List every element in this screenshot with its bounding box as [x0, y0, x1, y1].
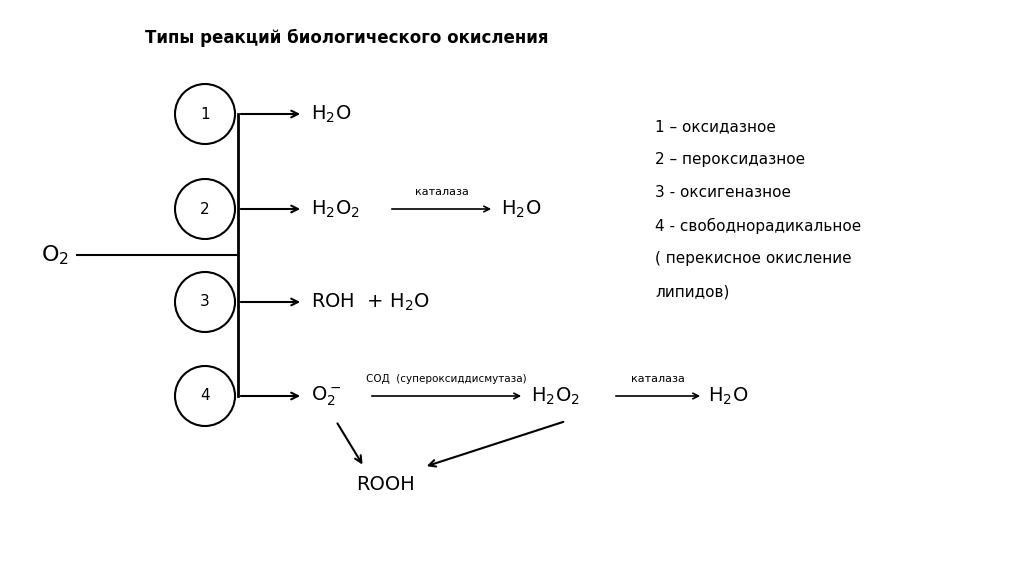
Text: 1: 1	[200, 107, 210, 122]
Text: 4: 4	[200, 389, 210, 404]
Text: 3 - оксигеназное: 3 - оксигеназное	[655, 185, 791, 200]
Text: ROH  + H$_2$O: ROH + H$_2$O	[311, 292, 430, 313]
Text: 4 - свободнорадикальное: 4 - свободнорадикальное	[655, 218, 861, 234]
Text: 2 – пероксидазное: 2 – пероксидазное	[655, 152, 805, 167]
Text: 3: 3	[200, 294, 210, 309]
Text: ( перекисное окисление: ( перекисное окисление	[655, 251, 852, 266]
Text: H$_2$O: H$_2$O	[501, 199, 542, 220]
Text: ROOH: ROOH	[356, 475, 415, 494]
Text: каталаза: каталаза	[631, 374, 685, 384]
Text: каталаза: каталаза	[415, 187, 468, 197]
Text: 2: 2	[200, 201, 210, 216]
Text: H$_2$O: H$_2$O	[311, 103, 351, 125]
Text: 1 – оксидазное: 1 – оксидазное	[655, 119, 776, 134]
Text: Типы реакций биологического окисления: Типы реакций биологического окисления	[145, 29, 549, 47]
Text: СОД  (супероксиддисмутаза): СОД (супероксиддисмутаза)	[367, 374, 526, 384]
Text: O$_2$: O$_2$	[41, 243, 69, 267]
Text: H$_2$O$_2$: H$_2$O$_2$	[531, 385, 580, 406]
Text: O$_2^-$: O$_2^-$	[311, 384, 341, 408]
Text: H$_2$O$_2$: H$_2$O$_2$	[311, 199, 359, 220]
Text: липидов): липидов)	[655, 284, 729, 299]
Text: H$_2$O: H$_2$O	[708, 385, 749, 406]
